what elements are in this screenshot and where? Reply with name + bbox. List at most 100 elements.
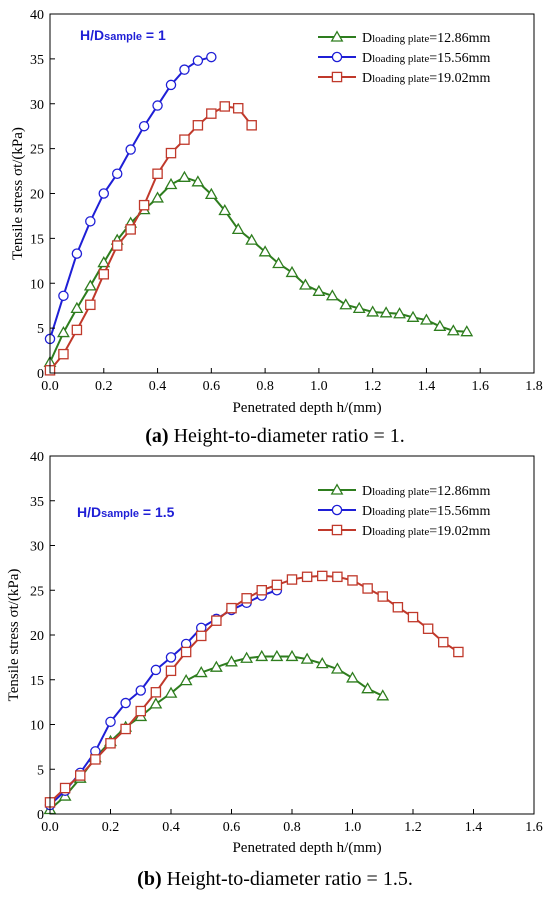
data-point (301, 571, 313, 583)
x-tick-label: 1.2 (404, 820, 422, 835)
y-tick-label: 15 (30, 674, 44, 689)
data-point (232, 102, 244, 114)
data-point (71, 324, 83, 336)
data-point (98, 188, 110, 199)
data-point (225, 655, 238, 667)
series-line (49, 574, 459, 804)
legend-subscript: loading plate (372, 506, 429, 518)
series-line (49, 56, 212, 340)
y-axis-label-b: Tensile stress σt/(kPa) (6, 569, 22, 702)
data-point (165, 652, 177, 663)
legend-label: Dloading plate=12.86mm (362, 31, 491, 46)
y-tick-label: 35 (30, 495, 44, 510)
legend-subscript: loading plate (372, 53, 429, 65)
y-tick-label: 10 (30, 277, 44, 292)
annotation-prefix: H/D (80, 27, 104, 43)
x-tick-label: 0.2 (95, 379, 113, 394)
x-tick-label: 1.4 (465, 820, 483, 835)
series-triangle (43, 649, 390, 815)
legend-subscript: loading plate (372, 33, 429, 45)
y-tick-label: 40 (30, 450, 44, 465)
x-tick-label: 0.0 (41, 379, 59, 394)
data-point (316, 570, 328, 582)
x-tick-label: 0.4 (162, 820, 180, 835)
data-point (105, 716, 116, 728)
data-point (407, 611, 419, 623)
data-point (460, 325, 474, 337)
x-axis-label-b: Penetrated depth h/(mm) (232, 840, 381, 856)
data-point (179, 134, 190, 145)
data-point (339, 298, 353, 310)
data-point (285, 265, 299, 278)
legend-label: Dloading plate=12.86mm (362, 484, 491, 499)
sample-ratio-annotation-a: H/Dsample = 1 (80, 27, 166, 43)
legend-subscript: loading plate (372, 486, 429, 498)
data-point (286, 574, 298, 585)
caption-text-b: Height-to-diameter ratio = 1.5. (162, 868, 413, 890)
data-point (149, 697, 163, 709)
data-point (325, 289, 339, 301)
legend-suffix: =12.86mm (429, 31, 490, 46)
data-point (98, 269, 110, 280)
data-point (180, 646, 192, 658)
annotation-suffix: = 1.5 (139, 504, 175, 520)
data-point (206, 51, 217, 63)
data-point (376, 689, 390, 701)
data-point (152, 168, 163, 180)
data-point (361, 682, 375, 694)
data-point (83, 279, 97, 291)
legend-suffix: =19.02mm (429, 524, 490, 539)
data-point (165, 665, 177, 677)
caption-label-b: (b) (137, 868, 161, 890)
data-point (330, 662, 344, 674)
annotation-suffix: = 1 (142, 27, 166, 43)
data-point (392, 602, 404, 613)
data-point (299, 278, 312, 290)
legend-marker (331, 504, 343, 516)
data-point (151, 191, 164, 203)
data-point (97, 256, 111, 268)
y-tick-label: 25 (30, 143, 44, 158)
series-line (49, 105, 253, 371)
data-point (362, 583, 373, 594)
data-point (152, 100, 163, 111)
annotation-subscript: sample (101, 508, 139, 520)
data-point (347, 575, 358, 586)
y-axis-label-a: Tensile stress σt/(kPa) (10, 127, 26, 260)
data-point (90, 754, 101, 765)
data-point (246, 120, 257, 131)
legend-suffix: =15.56mm (429, 504, 490, 519)
y-tick-label: 0 (37, 367, 44, 382)
x-tick-label: 1.6 (525, 820, 543, 835)
data-point (125, 144, 136, 155)
x-tick-label: 1.4 (418, 379, 436, 394)
data-point (422, 623, 434, 634)
y-tick-label: 35 (30, 53, 44, 68)
x-tick-label: 0.6 (223, 820, 241, 835)
data-point (406, 310, 420, 322)
legend-marker (331, 524, 343, 536)
y-tick-label: 40 (30, 8, 44, 23)
series-line (49, 176, 467, 363)
data-point (135, 705, 146, 717)
x-tick-label: 0.0 (41, 820, 59, 835)
data-point (194, 665, 208, 678)
y-tick-label: 20 (30, 188, 44, 203)
caption-b: (b) Height-to-diameter ratio = 1.5. (137, 868, 413, 890)
legend-marker (331, 71, 343, 83)
data-point (209, 660, 223, 672)
data-point (71, 248, 83, 259)
legend-subscript: loading plate (372, 73, 429, 85)
legend-suffix: =19.02mm (429, 71, 490, 86)
data-point (57, 326, 70, 338)
legend-prefix: D (362, 484, 372, 499)
y-tick-label: 5 (37, 322, 44, 337)
legend-marker (330, 30, 344, 42)
data-point (245, 233, 259, 245)
data-point (256, 585, 267, 596)
caption-text-a: Height-to-diameter ratio = 1. (169, 425, 405, 447)
x-tick-label: 0.6 (203, 379, 221, 394)
data-point (258, 245, 272, 257)
